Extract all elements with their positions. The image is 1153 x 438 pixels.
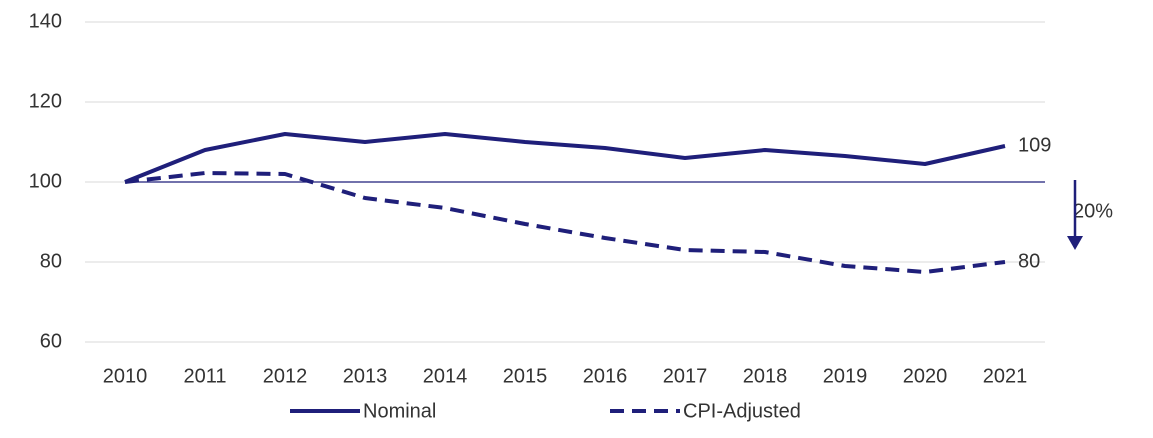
x-tick-label: 2014: [423, 365, 468, 387]
series-line: [124, 171, 1006, 274]
annotation: 20%: [1073, 200, 1113, 222]
legend-label: Nominal: [363, 400, 436, 422]
data-label: 109: [1018, 134, 1051, 156]
y-tick-label: 120: [29, 90, 62, 112]
x-tick-label: 2011: [183, 365, 226, 387]
x-tick-label: 2016: [583, 365, 628, 387]
arrow-head: [1067, 236, 1083, 250]
x-tick-label: 2012: [263, 365, 308, 387]
x-tick-label: 2010: [103, 365, 148, 387]
x-tick-label: 2017: [663, 365, 708, 387]
series-line: [124, 132, 1006, 184]
x-tick-label: 2020: [903, 365, 948, 387]
x-tick-label: 2015: [503, 365, 548, 387]
x-tick-label: 2019: [823, 365, 868, 387]
x-tick-label: 2013: [343, 365, 388, 387]
y-tick-label: 80: [40, 250, 62, 272]
data-label: 80: [1018, 250, 1040, 272]
y-tick-label: 60: [40, 330, 62, 352]
x-tick-label: 2021: [983, 365, 1028, 387]
y-tick-label: 140: [29, 10, 62, 32]
x-tick-label: 2018: [743, 365, 788, 387]
legend-label: CPI-Adjusted: [683, 400, 801, 422]
y-tick-label: 100: [29, 170, 62, 192]
